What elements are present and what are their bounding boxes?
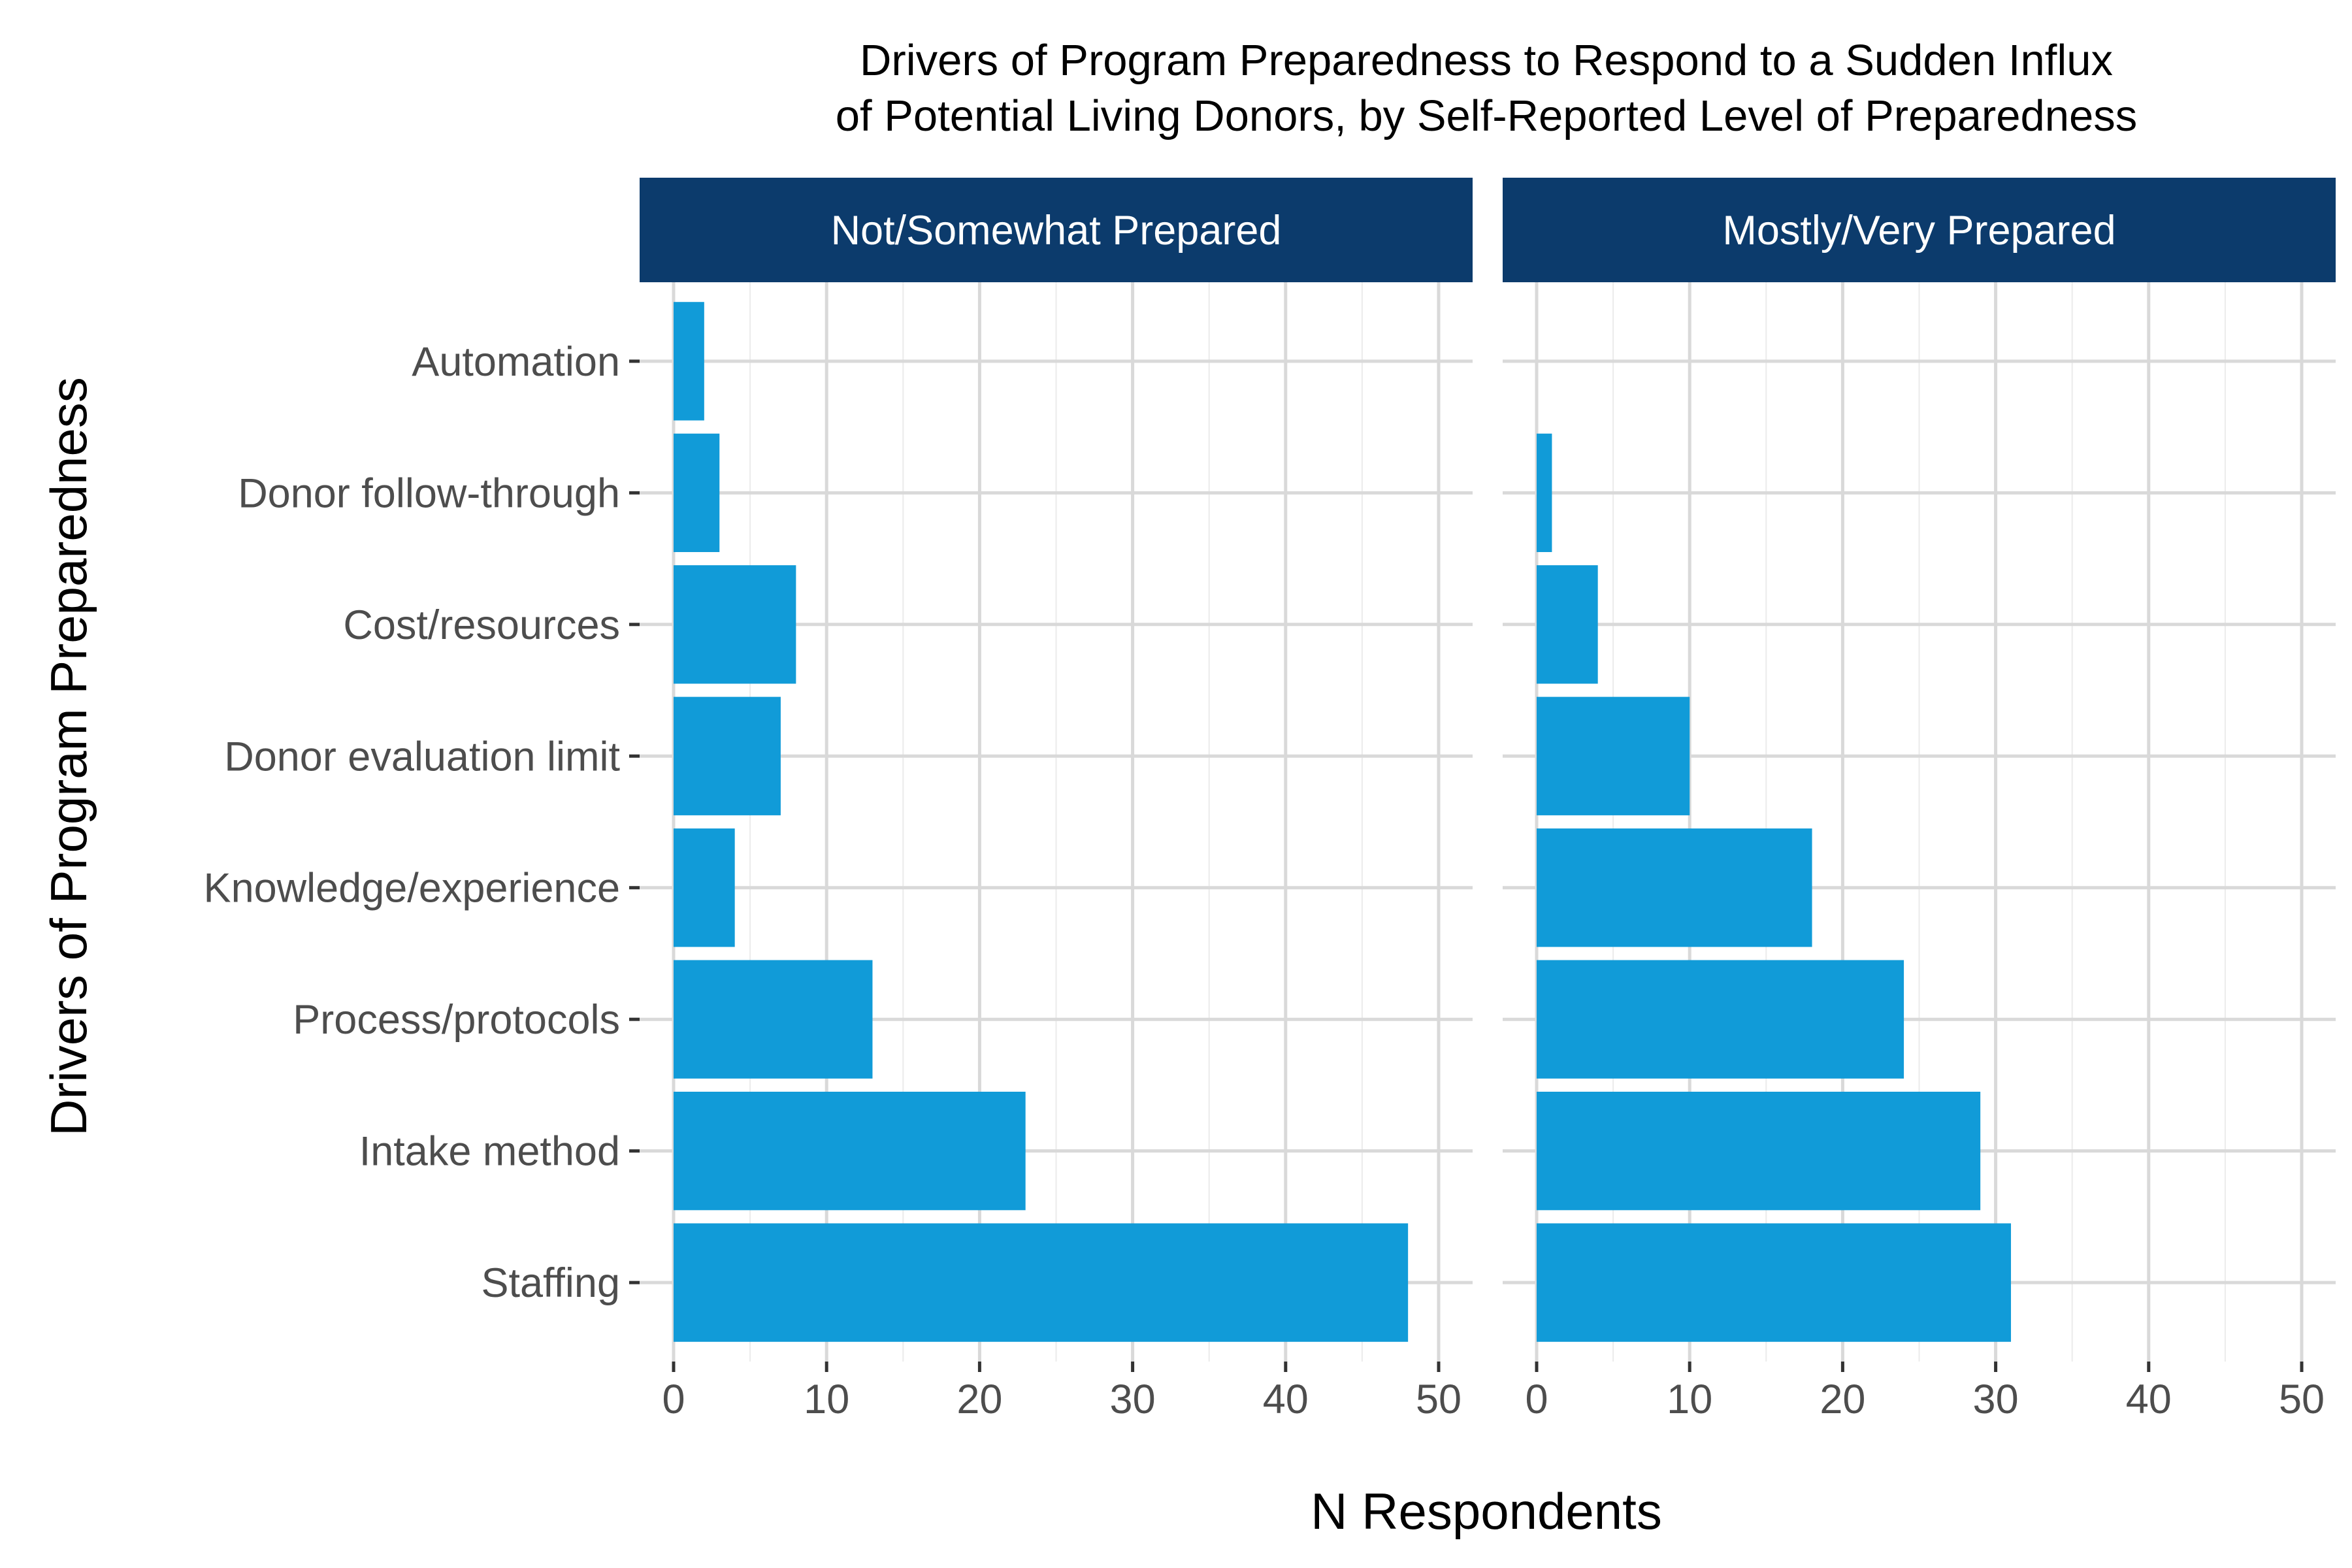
bar-intake-method — [674, 1092, 1026, 1211]
x-tick-label: 40 — [2126, 1377, 2172, 1422]
facet-strip-label: Mostly/Very Prepared — [1722, 208, 2115, 253]
x-tick-label: 0 — [1525, 1377, 1548, 1422]
bar-automation — [674, 302, 704, 421]
x-tick-label: 0 — [662, 1377, 685, 1422]
y-axis: Automation Donor follow-through Cost/resou… — [204, 339, 640, 1306]
bar-intake-method — [1537, 1092, 1981, 1211]
bar-cost-resources — [674, 565, 796, 684]
x-tick-label: 30 — [1973, 1377, 2019, 1422]
bar-process-protocols — [1537, 960, 1904, 1079]
x-axis-title: N Respondents — [1311, 1482, 1662, 1540]
y-tick-label: Intake method — [359, 1129, 620, 1175]
x-tick-label: 20 — [1820, 1377, 1865, 1422]
x-tick-label: 50 — [1416, 1377, 1462, 1422]
bar-donor-evaluation-limit — [1537, 696, 1690, 815]
y-tick-label: Donor evaluation limit — [224, 734, 620, 779]
bar-knowledge-experience — [1537, 828, 1812, 947]
facet-strip-label: Not/Somewhat Prepared — [831, 208, 1282, 253]
y-axis-title: Drivers of Program Preparedness — [40, 377, 97, 1136]
bar-donor-follow-through — [1537, 433, 1552, 552]
bar-cost-resources — [1537, 565, 1598, 684]
x-tick-label: 10 — [1667, 1377, 1712, 1422]
bar-donor-evaluation-limit — [674, 696, 781, 815]
bar-staffing — [674, 1223, 1409, 1342]
bar-knowledge-experience — [674, 828, 735, 947]
bar-process-protocols — [674, 960, 873, 1079]
x-tick-label: 50 — [2279, 1377, 2325, 1422]
y-tick-label: Process/protocols — [293, 997, 620, 1043]
y-tick-label: Automation — [412, 339, 620, 385]
facet-panel: Not/Somewhat Prepared 0 10 20 30 40 50 — [640, 178, 1473, 1422]
y-tick-label: Cost/resources — [343, 602, 620, 648]
facet-panel: Mostly/Very Prepared 0 10 20 30 40 50 — [1503, 178, 2336, 1422]
y-tick-label: Donor follow-through — [238, 470, 620, 516]
x-tick-label: 30 — [1110, 1377, 1156, 1422]
chart-title-line-2: of Potential Living Donors, by Self-Repo… — [836, 91, 2138, 140]
bar-staffing — [1537, 1223, 2012, 1342]
y-tick-label: Knowledge/experience — [204, 866, 620, 911]
x-tick-label: 20 — [956, 1377, 1002, 1422]
facet-strip — [640, 178, 1473, 282]
facet-strip — [1503, 178, 2336, 282]
bar-donor-follow-through — [674, 433, 720, 552]
x-tick-label: 10 — [804, 1377, 849, 1422]
chart-title-line-1: Drivers of Program Preparedness to Respo… — [860, 36, 2113, 85]
x-tick-label: 40 — [1263, 1377, 1309, 1422]
y-tick-label: Staffing — [481, 1260, 620, 1306]
